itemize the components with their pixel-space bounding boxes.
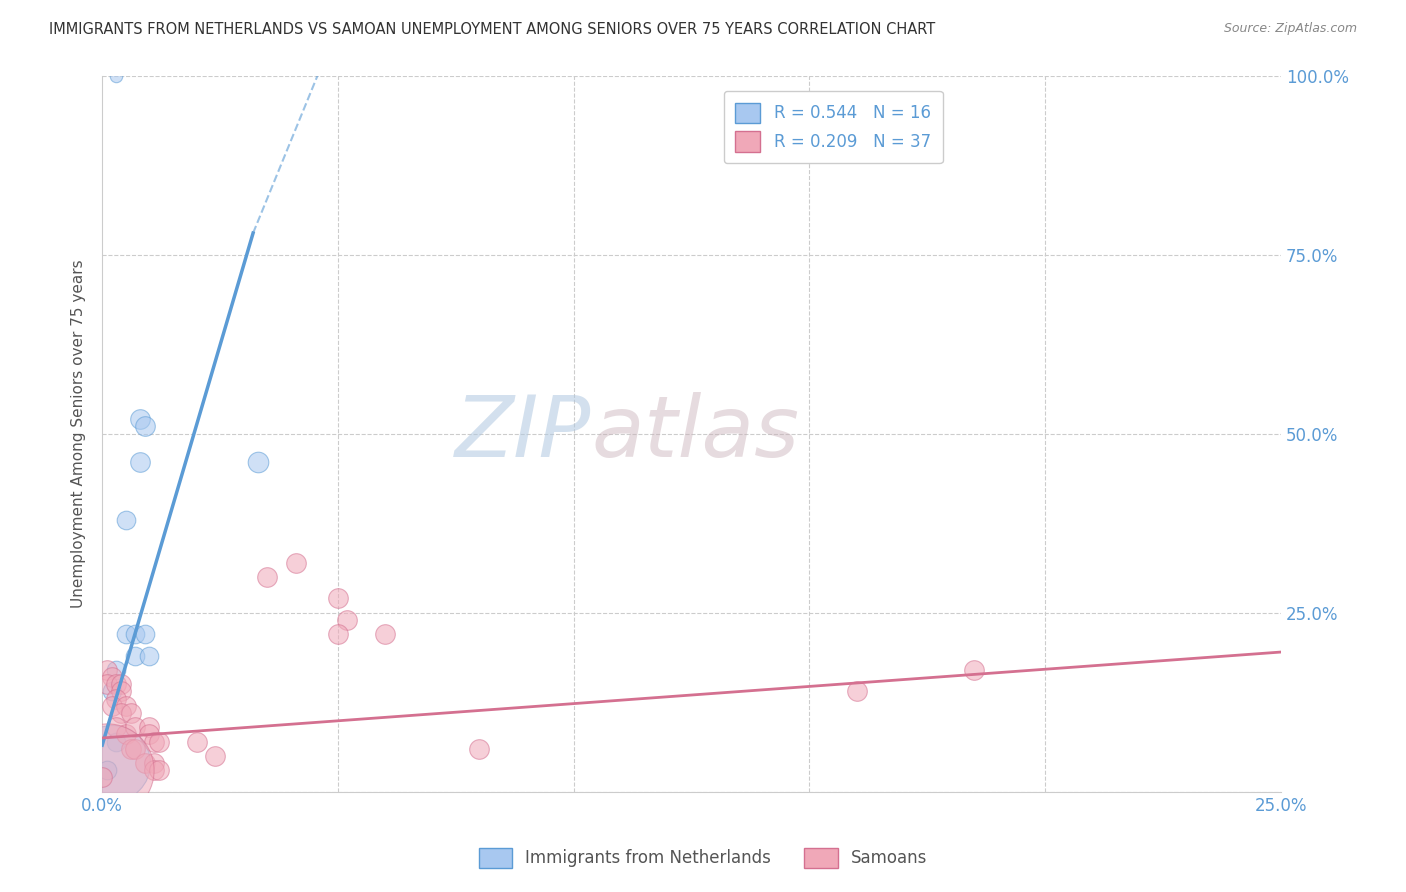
Point — [105, 663, 128, 677]
Point — [186, 734, 208, 748]
Point — [100, 684, 122, 698]
Point — [326, 627, 349, 641]
Point — [468, 741, 491, 756]
Point — [143, 763, 166, 777]
Point — [110, 684, 132, 698]
Point — [96, 763, 118, 777]
Point — [138, 648, 160, 663]
Point — [124, 648, 146, 663]
Point — [246, 455, 269, 469]
Point — [143, 734, 166, 748]
Point — [110, 677, 132, 691]
Point — [124, 627, 146, 641]
Point — [134, 419, 156, 434]
Point — [100, 670, 122, 684]
Point — [96, 677, 118, 691]
Point — [114, 512, 136, 526]
Text: Source: ZipAtlas.com: Source: ZipAtlas.com — [1223, 22, 1357, 36]
Point — [120, 741, 142, 756]
Point — [963, 663, 986, 677]
Point — [129, 412, 152, 426]
Point — [105, 720, 128, 734]
Point — [204, 748, 226, 763]
Point — [105, 734, 128, 748]
Point — [284, 556, 307, 570]
Point — [134, 756, 156, 770]
Point — [374, 627, 396, 641]
Text: IMMIGRANTS FROM NETHERLANDS VS SAMOAN UNEMPLOYMENT AMONG SENIORS OVER 75 YEARS C: IMMIGRANTS FROM NETHERLANDS VS SAMOAN UN… — [49, 22, 935, 37]
Point — [114, 727, 136, 741]
Point — [124, 720, 146, 734]
Point — [336, 613, 359, 627]
Point — [845, 684, 868, 698]
Point — [148, 734, 170, 748]
Point — [100, 698, 122, 713]
Point — [124, 741, 146, 756]
Point — [100, 756, 122, 770]
Y-axis label: Unemployment Among Seniors over 75 years: Unemployment Among Seniors over 75 years — [72, 260, 86, 608]
Point — [326, 591, 349, 606]
Point — [134, 627, 156, 641]
Point — [114, 698, 136, 713]
Point — [96, 663, 118, 677]
Point — [256, 570, 278, 584]
Text: ZIP: ZIP — [456, 392, 592, 475]
Text: atlas: atlas — [592, 392, 800, 475]
Point — [143, 756, 166, 770]
Point — [91, 770, 114, 784]
Point — [120, 706, 142, 720]
Point — [105, 69, 128, 83]
Point — [129, 455, 152, 469]
Point — [148, 763, 170, 777]
Point — [105, 677, 128, 691]
Legend: Immigrants from Netherlands, Samoans: Immigrants from Netherlands, Samoans — [472, 841, 934, 875]
Point — [110, 706, 132, 720]
Point — [105, 691, 128, 706]
Point — [96, 763, 118, 777]
Legend: R = 0.544   N = 16, R = 0.209   N = 37: R = 0.544 N = 16, R = 0.209 N = 37 — [724, 91, 942, 163]
Point — [114, 627, 136, 641]
Point — [138, 720, 160, 734]
Point — [138, 727, 160, 741]
